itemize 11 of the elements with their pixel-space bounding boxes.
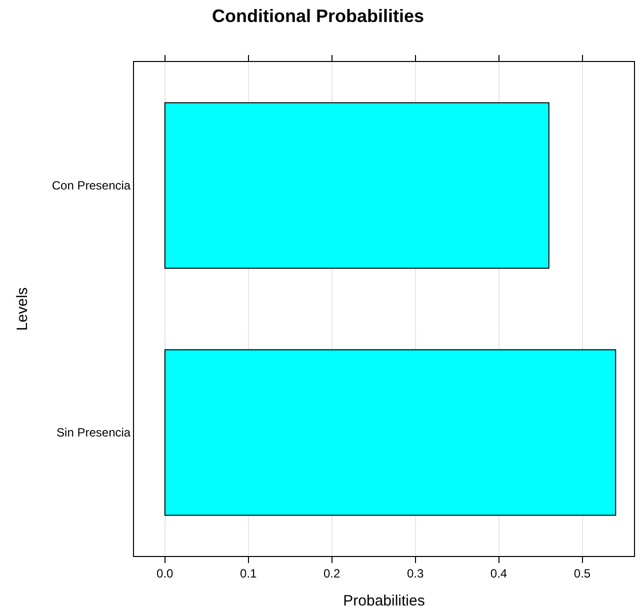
x-tick-label: 0.5 (574, 566, 591, 580)
y-tick-label: Sin Presencia (56, 426, 131, 440)
x-tick-label: 0.0 (156, 566, 174, 580)
x-tick-label: 0.1 (240, 566, 258, 580)
y-axis-title: Levels (14, 287, 32, 331)
x-tick-label: 0.3 (406, 566, 424, 580)
x-tick-label: 0.2 (323, 566, 340, 580)
x-tick-label: 0.4 (490, 566, 508, 580)
chart-title: Conditional Probabilities (212, 6, 424, 26)
x-axis-title: Probabilities (343, 592, 425, 610)
y-tick-label: Con Presencia (52, 178, 131, 193)
